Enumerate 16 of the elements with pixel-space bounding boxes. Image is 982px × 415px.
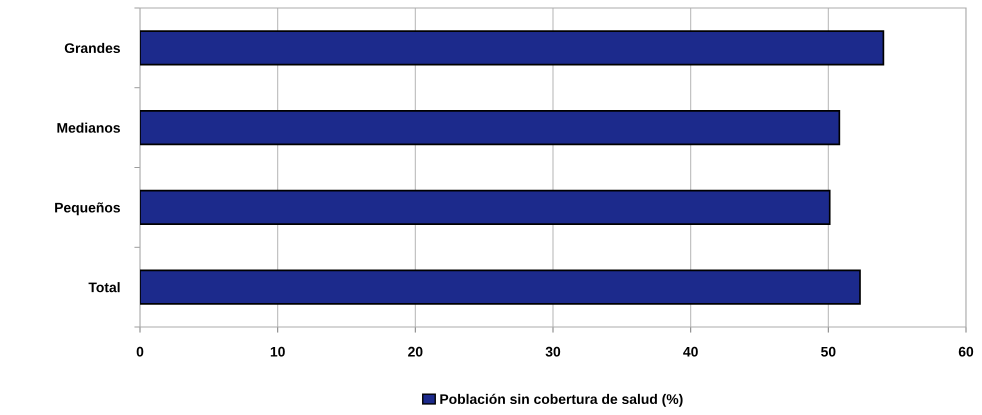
bar [140, 110, 840, 146]
y-tick-label: Pequeños [55, 202, 120, 216]
legend-label: Población sin cobertura de salud (%) [440, 394, 683, 407]
bar [140, 270, 861, 305]
x-tick-label: 20 [408, 346, 422, 357]
x-tick-label: 60 [958, 346, 974, 357]
bar [140, 30, 884, 66]
x-tick-label: 40 [683, 346, 698, 357]
x-tick-label: 50 [821, 346, 836, 357]
y-tick-label: Medianos [57, 122, 120, 133]
x-tick-label: 0 [136, 346, 144, 357]
y-tick-label: Total [88, 282, 120, 292]
bar [140, 190, 831, 225]
x-tick-label: 10 [270, 346, 285, 357]
y-tick-label: Grandes [64, 42, 120, 54]
x-tick-label: 30 [546, 346, 560, 357]
